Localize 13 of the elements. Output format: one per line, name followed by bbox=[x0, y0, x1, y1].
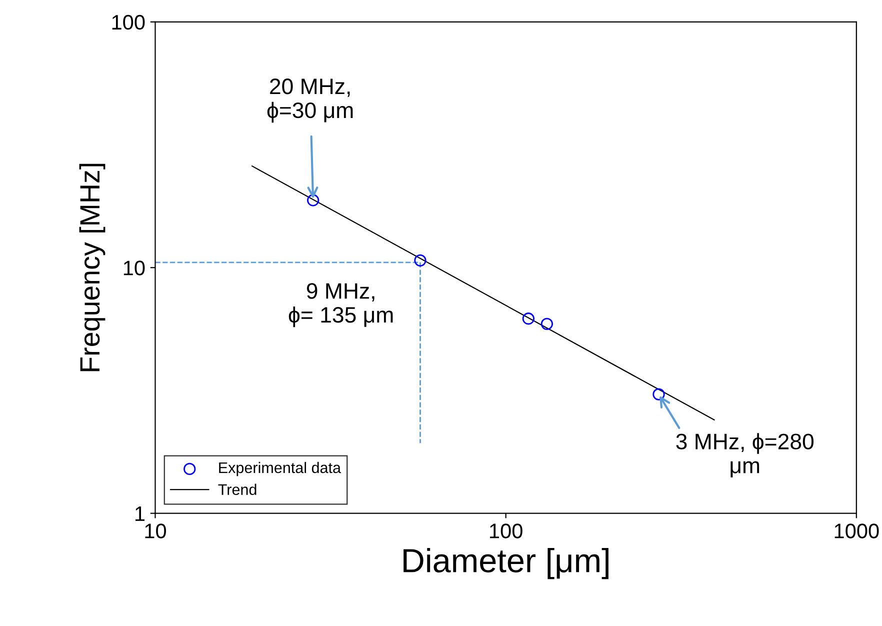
legend-label: Experimental data bbox=[219, 462, 342, 476]
x-axis-title: Diameter [μm] bbox=[404, 548, 608, 580]
x-tick-label: 1000 bbox=[834, 524, 879, 538]
y-axis-title: Frequency [MHz] bbox=[79, 164, 106, 372]
x-tick-label: 10 bbox=[145, 524, 166, 538]
legend-label: Trend bbox=[218, 484, 256, 496]
y-tick-label: 100 bbox=[112, 14, 145, 30]
x-tick-label: 100 bbox=[490, 524, 522, 538]
annotation: 9 MHz, ϕ= 135 μm bbox=[288, 283, 393, 328]
y-tick-label: 1 bbox=[136, 506, 144, 521]
annotation: 3 MHz, ϕ=280 μm bbox=[676, 433, 814, 478]
annotation: 20 MHz, ϕ=30 μm bbox=[267, 78, 353, 123]
y-tick-label: 10 bbox=[124, 260, 145, 276]
